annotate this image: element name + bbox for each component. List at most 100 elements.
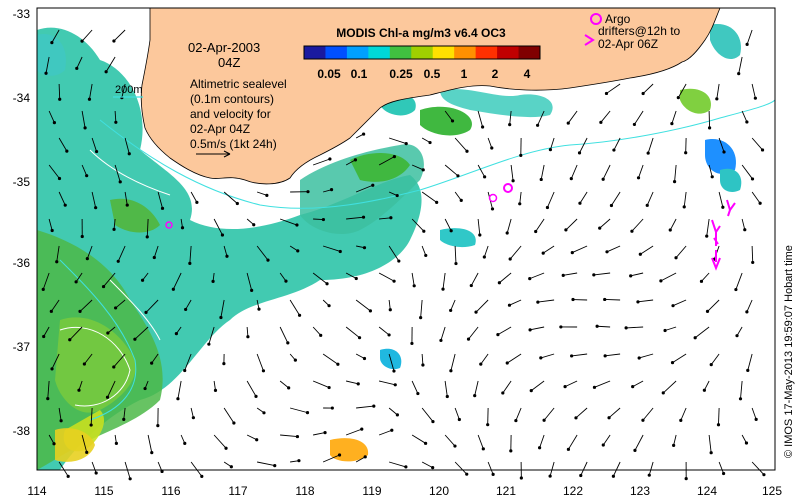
velocity-arrow-head: [603, 297, 607, 302]
velocity-arrow-head: [421, 168, 425, 172]
velocity-arrow: [638, 164, 644, 178]
velocity-arrow-head: [85, 257, 89, 261]
velocity-arrow: [113, 29, 126, 42]
velocity-arrow: [450, 299, 456, 311]
velocity-arrow: [575, 407, 588, 419]
velocity-arrow: [718, 407, 720, 425]
velocity-arrow-head: [428, 140, 432, 145]
velocity-arrow: [741, 110, 748, 123]
colorbar-tick: 2: [492, 67, 499, 81]
velocity-arrow-head: [449, 369, 453, 373]
velocity-arrow: [421, 353, 424, 366]
velocity-arrow: [571, 353, 588, 357]
velocity-arrow-head: [273, 464, 277, 468]
velocity-arrow: [474, 380, 479, 396]
velocity-arrow: [84, 353, 93, 365]
velocity-arrow-head: [474, 310, 478, 314]
velocity-arrow-head: [356, 382, 360, 386]
colorbar-segment: [432, 46, 455, 59]
velocity-arrow-head: [235, 201, 239, 206]
velocity-arrow-head: [160, 206, 165, 210]
velocity-arrow: [600, 110, 611, 123]
velocity-arrow: [256, 245, 269, 261]
velocity-arrow-head: [629, 274, 633, 278]
velocity-arrow: [703, 380, 710, 391]
velocity-arrow: [440, 326, 446, 341]
velocity-arrow-head: [481, 125, 485, 129]
velocity-arrow-head: [519, 476, 523, 480]
velocity-arrow: [718, 461, 725, 474]
velocity-arrow-head: [449, 229, 453, 233]
velocity-arrow: [123, 407, 126, 420]
colorbar: [303, 45, 541, 60]
velocity-arrow-head: [578, 201, 582, 205]
velocity-arrow-head: [592, 273, 596, 277]
velocity-arrow-head: [511, 179, 515, 183]
argo-legend-icon: [590, 13, 602, 25]
velocity-arrow-head: [481, 447, 485, 451]
velocity-arrow-head: [112, 227, 116, 231]
y-tick-label: -38: [13, 424, 31, 438]
velocity-arrow-head: [122, 417, 126, 421]
velocity-arrow: [177, 380, 182, 399]
velocity-arrow-head: [305, 411, 310, 415]
velocity-arrow: [345, 272, 357, 279]
velocity-arrow-head: [207, 342, 211, 346]
velocity-arrow-head: [423, 441, 428, 445]
velocity-arrow-head: [361, 215, 366, 219]
velocity-arrow: [477, 218, 481, 236]
colorbar-segment: [454, 46, 477, 59]
velocity-arrow: [113, 353, 126, 368]
velocity-arrow-head: [222, 362, 226, 366]
velocity-arrow-head: [465, 472, 469, 476]
velocity-arrow: [346, 380, 359, 385]
velocity-arrow-head: [679, 418, 683, 422]
velocity-arrow-head: [539, 177, 543, 182]
velocity-arrow-head: [336, 362, 340, 366]
velocity-arrow-head: [647, 473, 651, 477]
velocity-arrow-head: [431, 419, 435, 424]
velocity-arrow: [608, 407, 621, 419]
velocity-arrow-head: [357, 336, 362, 340]
velocity-arrow: [594, 380, 611, 388]
velocity-arrow-head: [456, 174, 460, 178]
velocity-arrow: [602, 434, 611, 446]
x-tick-label: 122: [563, 484, 583, 498]
velocity-arrow: [477, 164, 486, 178]
velocity-arrow-head: [518, 202, 522, 206]
velocity-arrow: [257, 461, 275, 467]
velocity-arrow-head: [80, 39, 84, 43]
velocity-arrow: [79, 299, 93, 312]
velocity-arrow: [411, 164, 424, 171]
velocity-arrow-head: [183, 368, 187, 373]
land-mass: [140, 7, 721, 185]
velocity-arrow: [747, 353, 753, 371]
velocity-arrow-head: [751, 260, 755, 265]
velocity-arrow-head: [353, 158, 358, 162]
velocity-arrow: [43, 326, 50, 337]
velocity-arrow-head: [50, 367, 54, 371]
velocity-arrow-head: [745, 310, 749, 314]
velocity-arrow-head: [705, 309, 710, 313]
velocity-arrow-head: [116, 259, 120, 263]
velocity-arrow: [184, 353, 192, 371]
velocity-arrow: [677, 83, 687, 98]
velocity-arrow: [701, 272, 710, 282]
velocity-arrow-head: [184, 307, 188, 312]
sealevel-line: 0.5m/s (1kt 24h): [190, 137, 277, 151]
x-tick-label: 114: [27, 484, 46, 498]
velocity-arrow-head: [392, 279, 396, 283]
velocity-arrow: [599, 218, 611, 229]
velocity-arrow: [388, 137, 407, 145]
colorbar-frame: [303, 45, 541, 60]
velocity-arrow: [580, 461, 588, 476]
velocity-arrow: [547, 191, 555, 208]
velocity-arrow-head: [74, 280, 78, 284]
colorbar-segment: [325, 46, 348, 59]
velocity-arrow-head: [709, 451, 713, 455]
velocity-arrow-head: [738, 397, 743, 401]
velocity-arrow: [454, 245, 457, 264]
velocity-arrow-head: [232, 421, 236, 425]
velocity-arrow-head: [94, 206, 98, 210]
velocity-arrow-head: [371, 183, 375, 187]
